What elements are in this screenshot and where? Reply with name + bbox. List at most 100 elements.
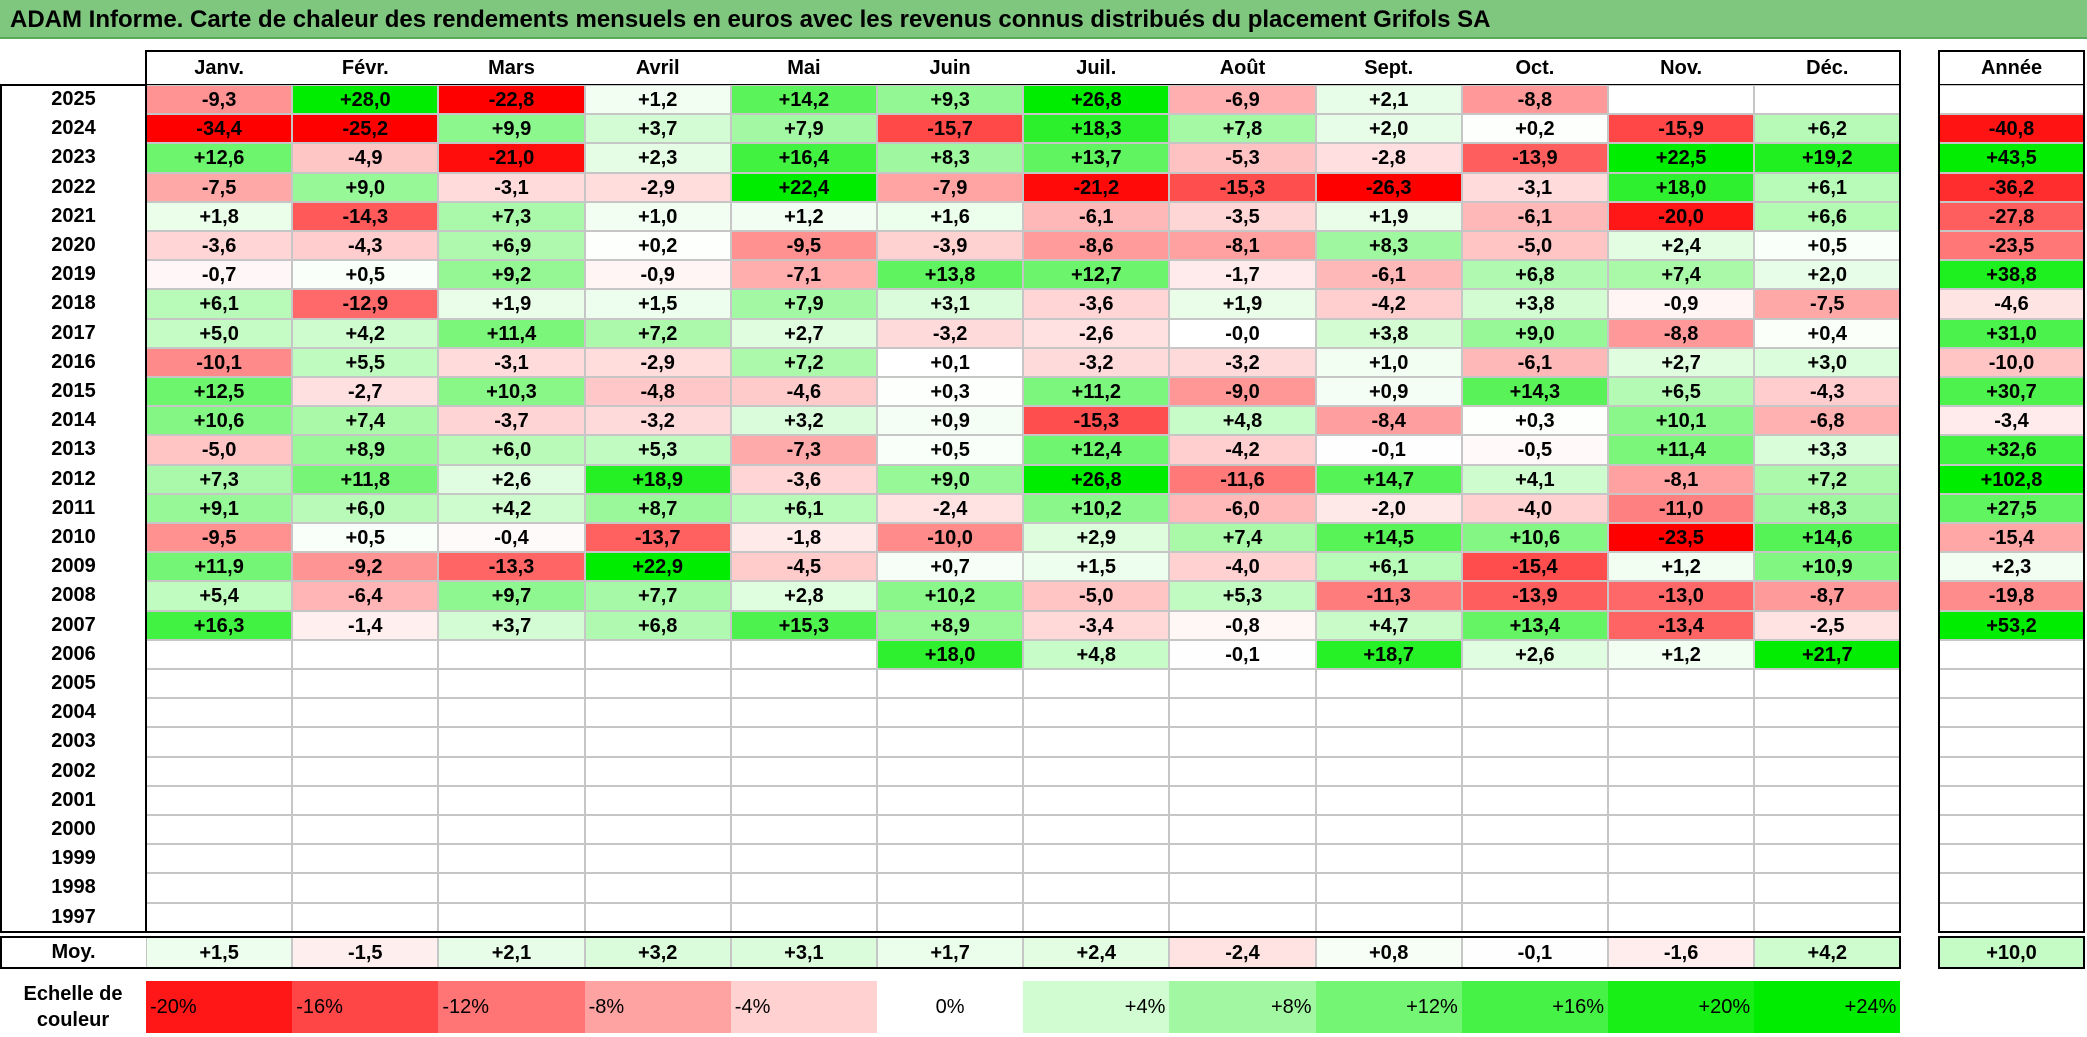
heat-cell [438, 902, 585, 932]
heat-cell: +21,7 [1754, 639, 1901, 669]
heat-cell [292, 873, 439, 903]
heat-cell: -3,2 [584, 406, 731, 436]
month-header: Juil. [1023, 51, 1170, 85]
heat-cell: +2,6 [1461, 639, 1608, 669]
heat-cell [877, 873, 1024, 903]
annual-cell [1939, 698, 2084, 728]
heat-cell: +9,0 [877, 464, 1024, 494]
heat-cell: +9,2 [438, 260, 585, 290]
color-scale-stop: +12% [1315, 981, 1462, 1033]
heat-cell: -12,9 [292, 289, 439, 319]
heat-cell: +2,9 [1023, 523, 1170, 553]
heat-cell [1461, 873, 1608, 903]
year-label: 2004 [0, 698, 146, 728]
heat-cell [730, 844, 877, 874]
heat-cell: -4,8 [584, 377, 731, 407]
heat-cell: -13,7 [584, 523, 731, 553]
heat-cell [1608, 756, 1755, 786]
heat-cell: +6,1 [1754, 172, 1901, 202]
heat-cell [584, 873, 731, 903]
heat-cell [1315, 727, 1462, 757]
heat-cell: -4,0 [1461, 493, 1608, 523]
average-cell: +2,4 [1023, 937, 1170, 968]
heat-cell [1754, 844, 1901, 874]
heat-cell: -34,4 [146, 114, 293, 144]
year-label: 2003 [0, 727, 146, 757]
heat-cell [438, 727, 585, 757]
heat-cell: -3,1 [438, 347, 585, 377]
year-label: 2023 [0, 143, 146, 173]
heat-cell: +26,8 [1023, 85, 1170, 115]
heat-cell [1754, 85, 1901, 115]
annual-cell [1939, 639, 2084, 669]
heat-cell [1315, 873, 1462, 903]
heat-cell: +3,1 [877, 289, 1024, 319]
heat-cell: +1,8 [146, 201, 293, 231]
page-title: ADAM Informe. Carte de chaleur des rende… [0, 0, 2087, 39]
heat-cell: -13,0 [1608, 581, 1755, 611]
heat-cell: -4,9 [292, 143, 439, 173]
heat-cell: +16,3 [146, 610, 293, 640]
heat-cell: +8,3 [1754, 493, 1901, 523]
heat-cell [877, 669, 1024, 699]
month-header: Avril [584, 51, 731, 85]
heat-cell: +6,6 [1754, 201, 1901, 231]
heat-cell: +10,2 [877, 581, 1024, 611]
heat-cell: -6,0 [1169, 493, 1316, 523]
heat-cell: -3,6 [730, 464, 877, 494]
heat-cell [730, 669, 877, 699]
heat-cell [1315, 756, 1462, 786]
heat-cell: +5,3 [584, 435, 731, 465]
heat-cell: +4,1 [1461, 464, 1608, 494]
year-label: 2022 [0, 172, 146, 202]
heat-cell: -2,4 [877, 493, 1024, 523]
heat-cell [1608, 785, 1755, 815]
annual-cell [1939, 85, 2084, 115]
annual-cell [1939, 785, 2084, 815]
heat-cell [1315, 844, 1462, 874]
annual-cell: +27,5 [1939, 493, 2084, 523]
average-cell: +3,1 [730, 937, 877, 968]
heat-cell: -8,4 [1315, 406, 1462, 436]
heat-cell: +18,7 [1315, 639, 1462, 669]
heat-cell [1461, 844, 1608, 874]
heat-cell: +11,9 [146, 552, 293, 582]
heat-cell [877, 815, 1024, 845]
heat-cell [730, 698, 877, 728]
year-label: 2008 [0, 581, 146, 611]
heat-cell: +0,5 [877, 435, 1024, 465]
heat-cell: -1,7 [1169, 260, 1316, 290]
heat-cell: +7,2 [730, 347, 877, 377]
year-label: 2005 [0, 669, 146, 699]
heat-cell [438, 756, 585, 786]
heat-cell: -7,9 [877, 172, 1024, 202]
heat-cell: -2,7 [292, 377, 439, 407]
heat-cell [146, 785, 293, 815]
heat-cell: +16,4 [730, 143, 877, 173]
average-cell: -1,6 [1608, 937, 1755, 968]
heat-cell: -10,0 [877, 523, 1024, 553]
heat-cell [438, 815, 585, 845]
heat-cell: -5,0 [1023, 581, 1170, 611]
annual-header: Année [1939, 51, 2084, 85]
heat-cell: +1,2 [730, 201, 877, 231]
heat-cell: +1,2 [1608, 552, 1755, 582]
year-label: 1997 [0, 902, 146, 932]
year-label: 2015 [0, 377, 146, 407]
annual-cell: -15,4 [1939, 523, 2084, 553]
heat-cell: -8,1 [1169, 231, 1316, 261]
heat-cell [1023, 902, 1170, 932]
heat-cell [1023, 727, 1170, 757]
heat-cell: +10,3 [438, 377, 585, 407]
heat-cell: +2,1 [1315, 85, 1462, 115]
heat-cell [292, 785, 439, 815]
heat-cell [584, 639, 731, 669]
heat-cell: +5,5 [292, 347, 439, 377]
heat-cell [292, 698, 439, 728]
year-label: 2017 [0, 318, 146, 348]
heat-cell: -6,1 [1023, 201, 1170, 231]
heat-cell [877, 844, 1024, 874]
heat-cell: +1,0 [1315, 347, 1462, 377]
heat-cell: +0,2 [584, 231, 731, 261]
year-label: 2009 [0, 552, 146, 582]
